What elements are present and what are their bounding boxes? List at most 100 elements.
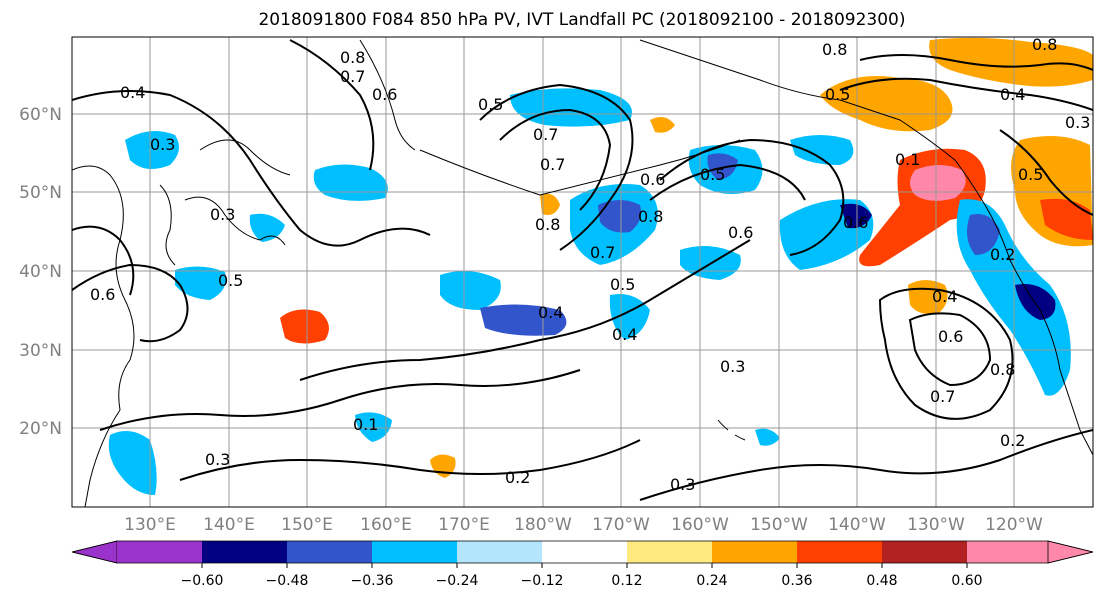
shade-positive-small-3	[650, 116, 675, 133]
colorbar-tick-label: 0.12	[611, 573, 642, 589]
shade-positive-nw-canada-core	[1040, 198, 1093, 240]
lat-label: 50°N	[19, 183, 62, 203]
contour-label: 0.4	[612, 325, 637, 344]
map-panel: 0.8 0.7 0.4 0.3 0.6 0.5 0.8 0.7 0.8 0.7 …	[71, 35, 1094, 508]
contour-2	[289, 39, 375, 171]
contour-label: 0.3	[210, 205, 235, 224]
coast-east-asia	[72, 165, 135, 507]
colorbar-bin	[882, 541, 967, 563]
lon-label: 170°E	[438, 515, 490, 535]
colorbar-bin	[287, 541, 372, 563]
contour-label: 0.5	[825, 85, 850, 104]
contour-label: 0.5	[218, 271, 243, 290]
shade-negative-japan-sea	[125, 131, 179, 169]
shade-negative-midlat-2	[480, 304, 567, 336]
contour-label: 0.3	[1065, 113, 1090, 132]
lat-label: 40°N	[19, 262, 62, 282]
colorbar: −0.60 −0.48 −0.36 −0.24 −0.12 0.12 0.24 …	[71, 540, 1094, 589]
colorbar-outline	[71, 540, 1094, 564]
contour-label: 0.7	[590, 243, 615, 262]
contour-label: 0.4	[932, 287, 957, 306]
colorbar-tick-label: −0.48	[266, 573, 309, 589]
contour-label: 0.5	[610, 275, 635, 294]
lon-label: 130°E	[124, 515, 176, 535]
contour-label: 0.5	[700, 165, 725, 184]
shade-negative-bering	[510, 88, 632, 127]
contour-8	[99, 369, 581, 431]
colorbar-extend-right	[1047, 540, 1094, 564]
shade-negative-central-core	[598, 200, 642, 233]
contour-5	[659, 138, 845, 256]
contour-label: 0.2	[505, 468, 530, 487]
contour-15	[999, 129, 1093, 216]
colorbar-bin	[542, 541, 627, 563]
lon-label: 170°W	[592, 515, 650, 535]
contour-label: 0.2	[990, 245, 1015, 264]
contour-label: 0.6	[843, 213, 868, 232]
contour-16	[72, 263, 189, 343]
colorbar-bin	[117, 541, 202, 563]
lat-label: 20°N	[19, 419, 62, 439]
contour-label: 0.4	[1000, 85, 1025, 104]
contour-label: 0.6	[372, 85, 397, 104]
lon-label: 160°W	[671, 515, 729, 535]
lon-label: 120°W	[985, 515, 1043, 535]
colorbar-bin	[797, 541, 882, 563]
latitude-axis: 60°N 50°N 40°N 30°N 20°N	[19, 105, 62, 439]
contour-label: 0.8	[638, 207, 663, 226]
shade-positive-gulf-alaska	[820, 76, 953, 132]
colorbar-extend-left	[71, 540, 118, 564]
contour-14	[839, 77, 1093, 111]
colorbar-tick-label: 0.36	[781, 573, 812, 589]
shade-negative-midlat-1	[440, 271, 501, 310]
shade-positive-ne-corner	[929, 37, 1093, 87]
colorbar-bin	[712, 541, 797, 563]
coastlines	[72, 39, 1093, 507]
contour-17	[72, 225, 135, 296]
shade-negative-tropic-2	[355, 412, 392, 442]
contour-label: 0.8	[340, 48, 365, 67]
lat-label: 60°N	[19, 105, 62, 125]
contour-label: 0.5	[1018, 165, 1043, 184]
shaded-anomaly-field	[108, 37, 1093, 495]
lon-label: 160°E	[360, 515, 412, 535]
contour-label: 0.3	[720, 357, 745, 376]
contour-11	[878, 287, 1014, 420]
contour-12	[908, 312, 992, 387]
shade-negative-tropic-3	[755, 428, 780, 446]
lon-label: 150°E	[281, 515, 333, 535]
lon-label: 150°W	[750, 515, 808, 535]
colorbar-ticks	[201, 563, 968, 568]
shade-negative-west-coast-core	[1015, 284, 1056, 320]
lat-label: 30°N	[19, 341, 62, 361]
contour-label: 0.8	[990, 360, 1015, 379]
shade-negative-tropic-1	[108, 431, 157, 495]
colorbar-tick-label: 0.24	[696, 573, 727, 589]
map-frame	[71, 36, 1094, 508]
colorbar-bin	[202, 541, 287, 563]
contour-label: 0.3	[670, 475, 695, 494]
contour-label: 0.8	[1032, 35, 1057, 54]
shade-negative-west-coast-mid	[966, 214, 1000, 255]
contour-label: 0.2	[1000, 431, 1025, 450]
colorbar-tick-labels: −0.60 −0.48 −0.36 −0.24 −0.12 0.12 0.24 …	[181, 573, 983, 589]
coast-korea-japan	[159, 184, 286, 266]
shade-negative-gulf-core	[840, 203, 872, 229]
colorbar-bin	[627, 541, 712, 563]
contour-label: 0.4	[538, 303, 563, 322]
contour-3	[479, 83, 634, 251]
contour-label: 0.5	[478, 95, 503, 114]
contour-label: 0.3	[150, 135, 175, 154]
colorbar-tick-label: 0.48	[866, 573, 897, 589]
contour-label: 0.4	[120, 83, 145, 102]
lon-label: 130°W	[907, 515, 965, 535]
contour-label: 0.6	[640, 170, 665, 189]
colorbar-bin	[967, 541, 1048, 563]
figure-title: 2018091800 F084 850 hPa PV, IVT Landfall…	[258, 10, 905, 30]
lon-label: 180°W	[514, 515, 572, 535]
contour-1	[72, 90, 431, 247]
pv-contours	[72, 39, 1093, 501]
contour-label: 0.7	[340, 67, 365, 86]
colorbar-bin	[372, 541, 457, 563]
graticule	[72, 37, 1093, 507]
